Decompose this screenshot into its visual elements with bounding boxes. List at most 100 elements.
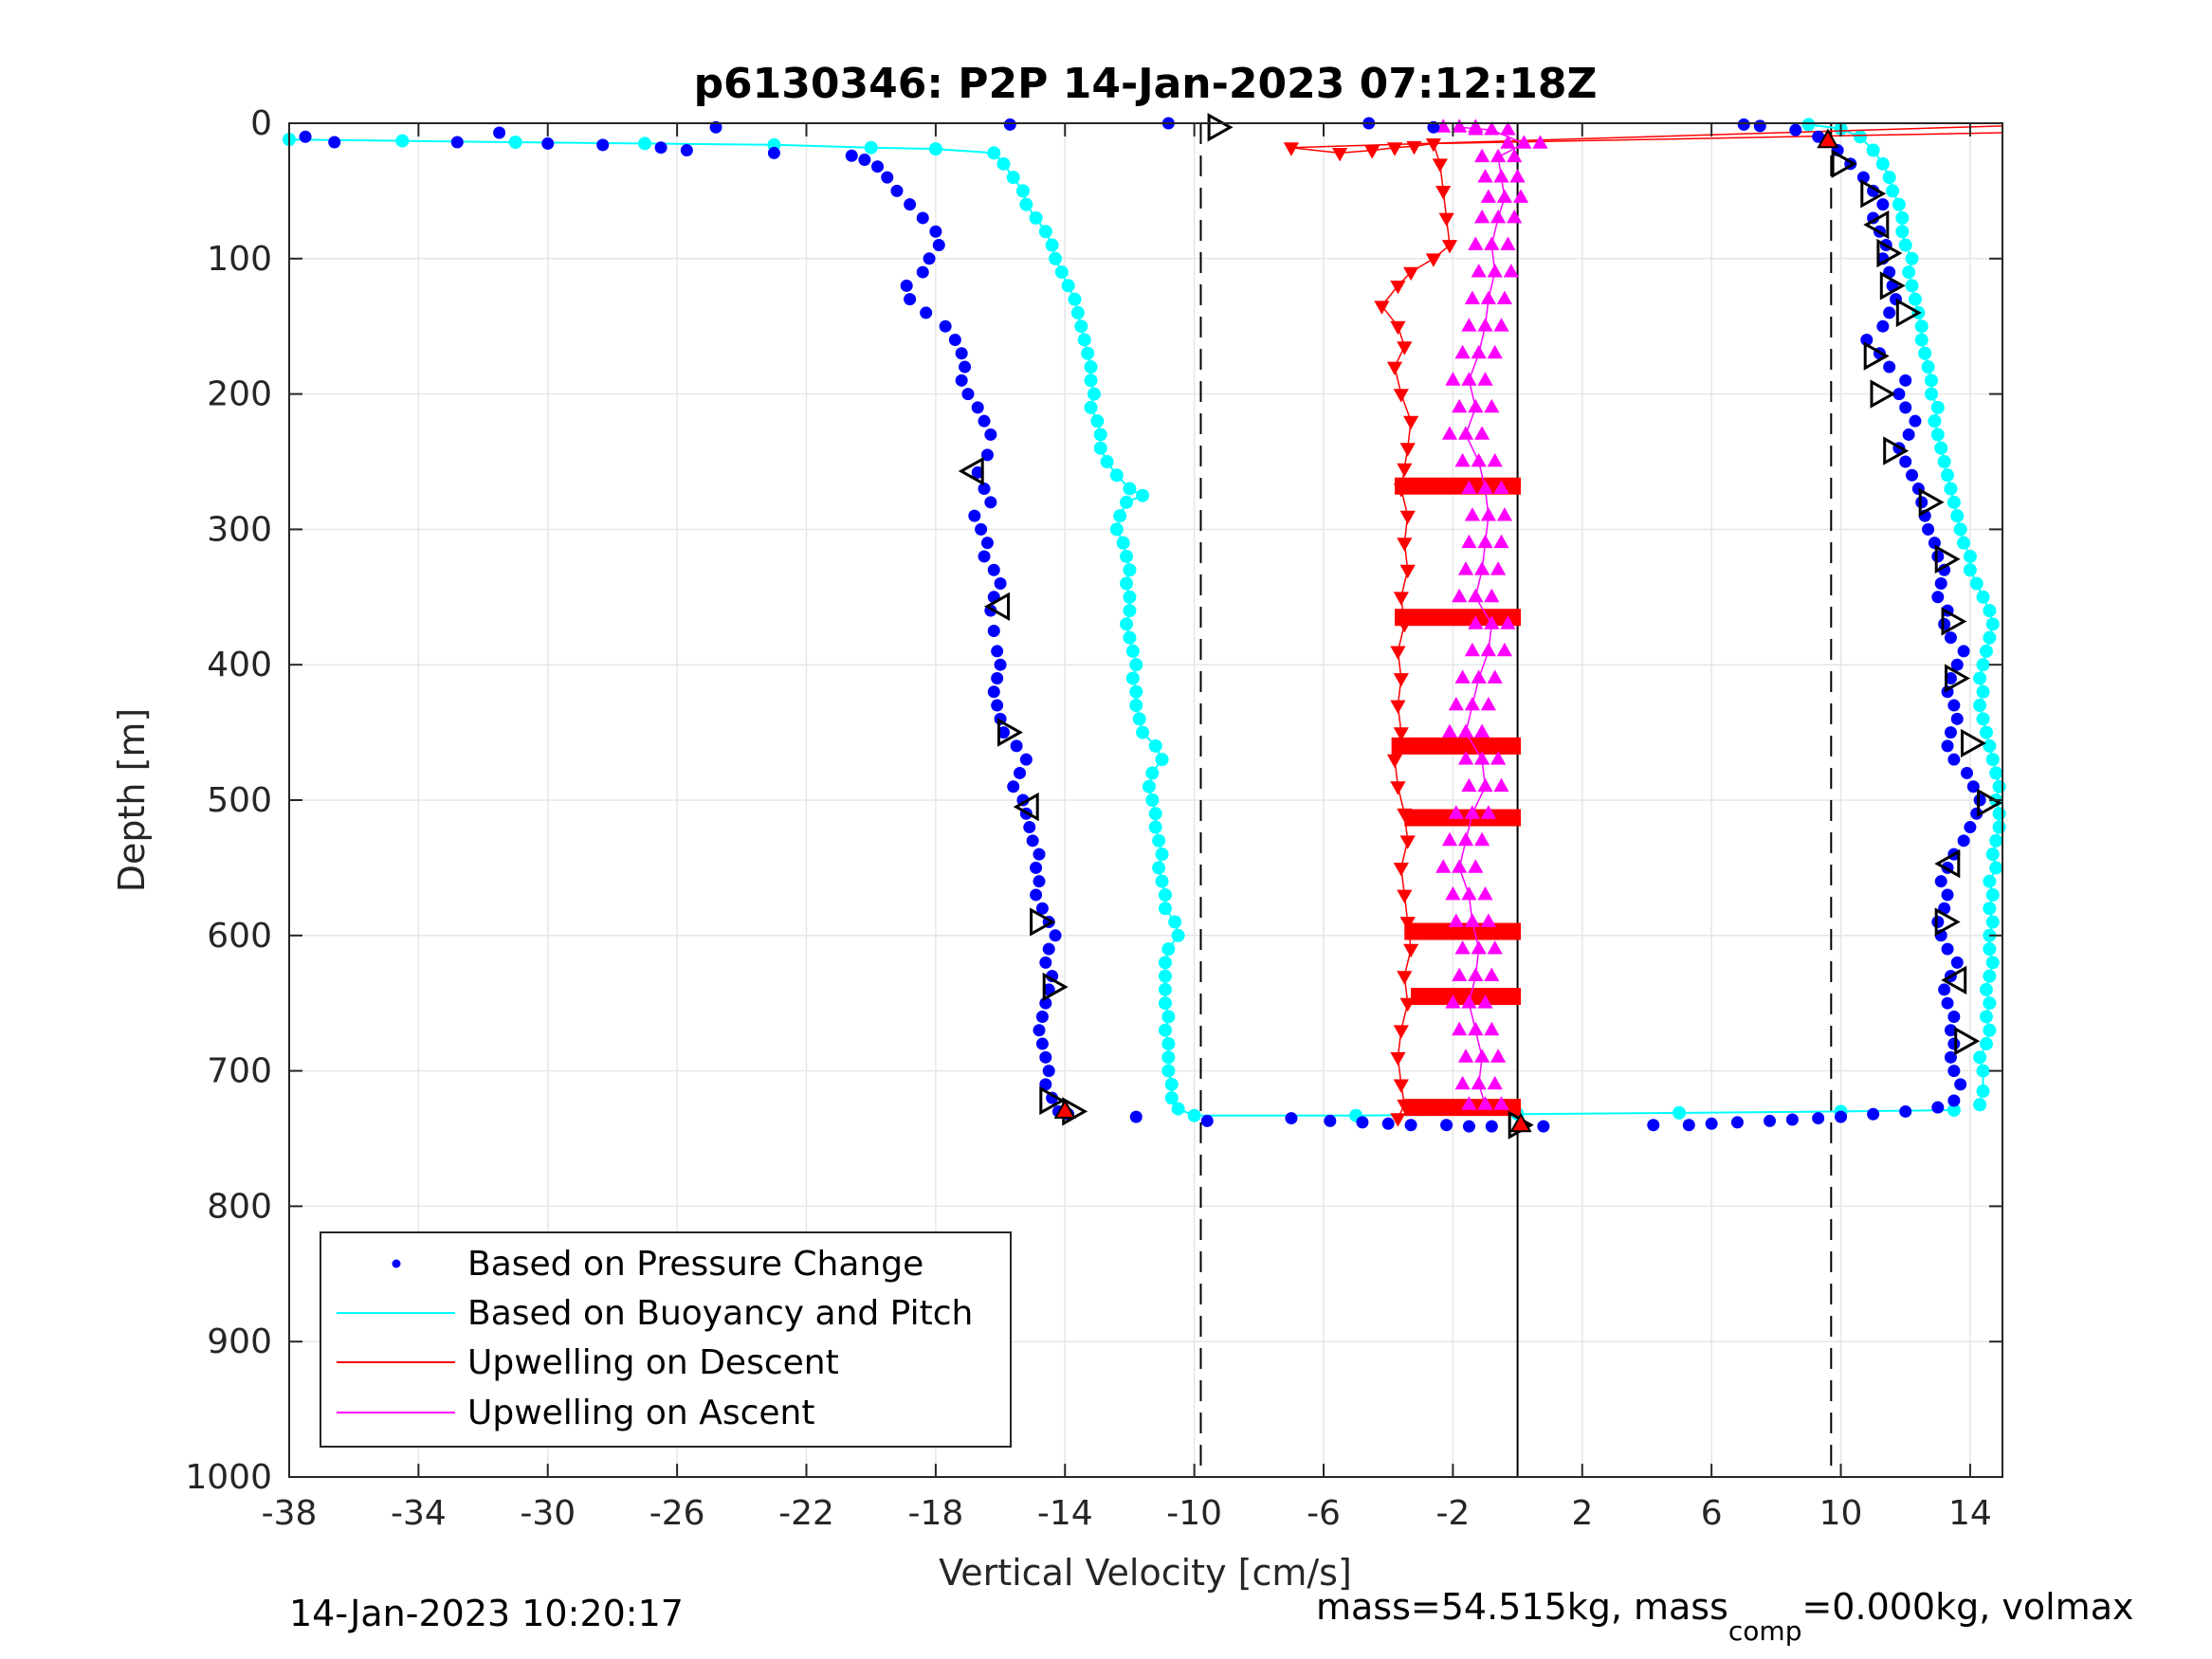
- upwelling-descent-point: [1397, 341, 1413, 356]
- upwelling-ascent-point: [1471, 1075, 1487, 1090]
- pressure-point: [1381, 1117, 1395, 1130]
- pressure-point: [1957, 645, 1970, 658]
- upwelling-ascent-point: [1477, 534, 1493, 549]
- upwelling-descent-point: [1364, 145, 1380, 159]
- upwelling-ascent-point: [1480, 290, 1496, 304]
- upwelling-ascent-point: [1454, 344, 1471, 359]
- upwelling-ascent-point: [1464, 507, 1480, 521]
- buoyancy-point: [1989, 766, 2003, 780]
- legend-box: [320, 1231, 1012, 1448]
- upwelling-ascent-point: [1471, 344, 1487, 359]
- upwelling-ascent-point: [1461, 777, 1477, 793]
- pressure-point: [968, 509, 981, 522]
- upwelling-ascent-point: [1457, 831, 1474, 847]
- upwelling-ascent-point: [1477, 777, 1493, 793]
- pressure-point: [984, 428, 997, 441]
- pressure-point: [1947, 1065, 1961, 1078]
- y-tick-label: 700: [207, 1052, 272, 1091]
- buoyancy-point: [1973, 1050, 1987, 1065]
- pressure-point: [1931, 591, 1945, 604]
- buoyancy-point: [1983, 902, 1997, 916]
- y-tick-label: 900: [207, 1322, 272, 1361]
- pressure-point: [1931, 916, 1945, 929]
- upwelling-descent-point: [1432, 158, 1448, 173]
- upwelling-descent-point: [1283, 142, 1299, 156]
- upwelling-descent-point: [1390, 1051, 1406, 1066]
- buoyancy-point: [1087, 387, 1101, 401]
- pressure-point: [1947, 1037, 1961, 1050]
- upwelling-ascent-point: [1474, 426, 1490, 440]
- pressure-point: [1944, 671, 1957, 684]
- buoyancy-point: [1992, 807, 2006, 821]
- buoyancy-point: [1158, 969, 1172, 983]
- pressure-point: [1941, 888, 1954, 902]
- buoyancy-point: [1145, 793, 1160, 807]
- upwelling-ascent-point: [1454, 669, 1471, 684]
- buoyancy-point: [1983, 996, 1997, 1011]
- buoyancy-point: [1898, 238, 1912, 252]
- footer-mass-prefix: mass=54.515kg, mass: [1316, 1586, 1728, 1628]
- buoyancy-point: [1120, 617, 1134, 631]
- upwelling-ascent-point: [1468, 398, 1484, 413]
- upwelling-ascent-point: [1457, 561, 1474, 575]
- pressure-point: [1537, 1120, 1550, 1133]
- upwelling-ascent-point: [1477, 1096, 1493, 1110]
- upwelling-ascent-point: [1509, 169, 1526, 183]
- upwelling-ascent-point: [1477, 169, 1493, 183]
- turn-marker: [1918, 487, 1945, 517]
- turn-marker: [1870, 379, 1896, 409]
- pressure-point: [1883, 360, 1896, 374]
- buoyancy-point: [1963, 563, 1977, 577]
- x-tick-label: 10: [1819, 1494, 1863, 1533]
- buoyancy-point: [1957, 536, 1971, 550]
- buoyancy-point: [1070, 305, 1085, 319]
- upwelling-ascent-point: [1493, 777, 1509, 793]
- buoyancy-point: [1168, 915, 1182, 929]
- pressure-point: [1922, 522, 1935, 536]
- x-tick-label: -34: [391, 1494, 447, 1533]
- pressure-point: [1899, 374, 1912, 387]
- pressure-point: [1039, 1078, 1052, 1091]
- footer-mass-info: mass=54.515kg, masscomp=0.000kg, volmax: [1316, 1586, 2133, 1647]
- upwelling-ascent-point: [1493, 480, 1509, 494]
- legend-label-upwelling-ascent: Upwelling on Ascent: [467, 1394, 814, 1432]
- upwelling-descent-band: [1404, 1099, 1521, 1117]
- upwelling-ascent-point: [1474, 1048, 1490, 1063]
- pressure-point: [1941, 942, 1954, 956]
- buoyancy-point: [1136, 488, 1150, 502]
- buoyancy-point: [1158, 1023, 1172, 1037]
- upwelling-ascent-point: [1452, 1021, 1468, 1036]
- x-tick-label: -6: [1307, 1494, 1341, 1533]
- pressure-point: [1753, 119, 1766, 133]
- reference-lines: [1199, 123, 1833, 1477]
- buoyancy-point: [1983, 738, 1997, 753]
- pressure-point: [709, 120, 722, 134]
- buoyancy-point: [1979, 1037, 1993, 1051]
- upwelling-ascent-point: [1435, 859, 1452, 873]
- upwelling-ascent-point: [1464, 805, 1480, 819]
- upwelling-ascent-point: [1474, 831, 1490, 847]
- upwelling-descent-point: [1393, 1025, 1409, 1039]
- pressure-point: [1899, 401, 1912, 414]
- buoyancy-point: [1084, 360, 1098, 374]
- legend-marker-pressure: [392, 1259, 401, 1268]
- buoyancy-point: [1120, 495, 1134, 509]
- buoyancy-point: [1081, 346, 1095, 360]
- buoyancy-point: [1950, 509, 1965, 523]
- ticks: -38 -34 -30 -26 -22 -18 -14 -10 -6 -2 2 6 10 14010020…: [185, 104, 2002, 1533]
- pressure-point: [299, 130, 312, 143]
- upwelling-ascent-point: [1468, 1021, 1484, 1036]
- pressure-point: [971, 401, 984, 414]
- buoyancy-point: [1882, 171, 1896, 185]
- buoyancy-point: [1908, 292, 1922, 306]
- buoyancy-point: [1148, 820, 1162, 834]
- pressure-point: [1860, 333, 1874, 346]
- pressure-point: [1944, 1024, 1957, 1037]
- pressure-point: [904, 293, 917, 306]
- pressure-point: [1039, 956, 1052, 969]
- upwelling-ascent-point: [1490, 561, 1507, 575]
- buoyancy-point: [1895, 225, 1910, 239]
- upwelling-descent-point: [1397, 971, 1413, 985]
- upwelling-ascent-point: [1454, 940, 1471, 955]
- upwelling-ascent-point: [1471, 264, 1487, 278]
